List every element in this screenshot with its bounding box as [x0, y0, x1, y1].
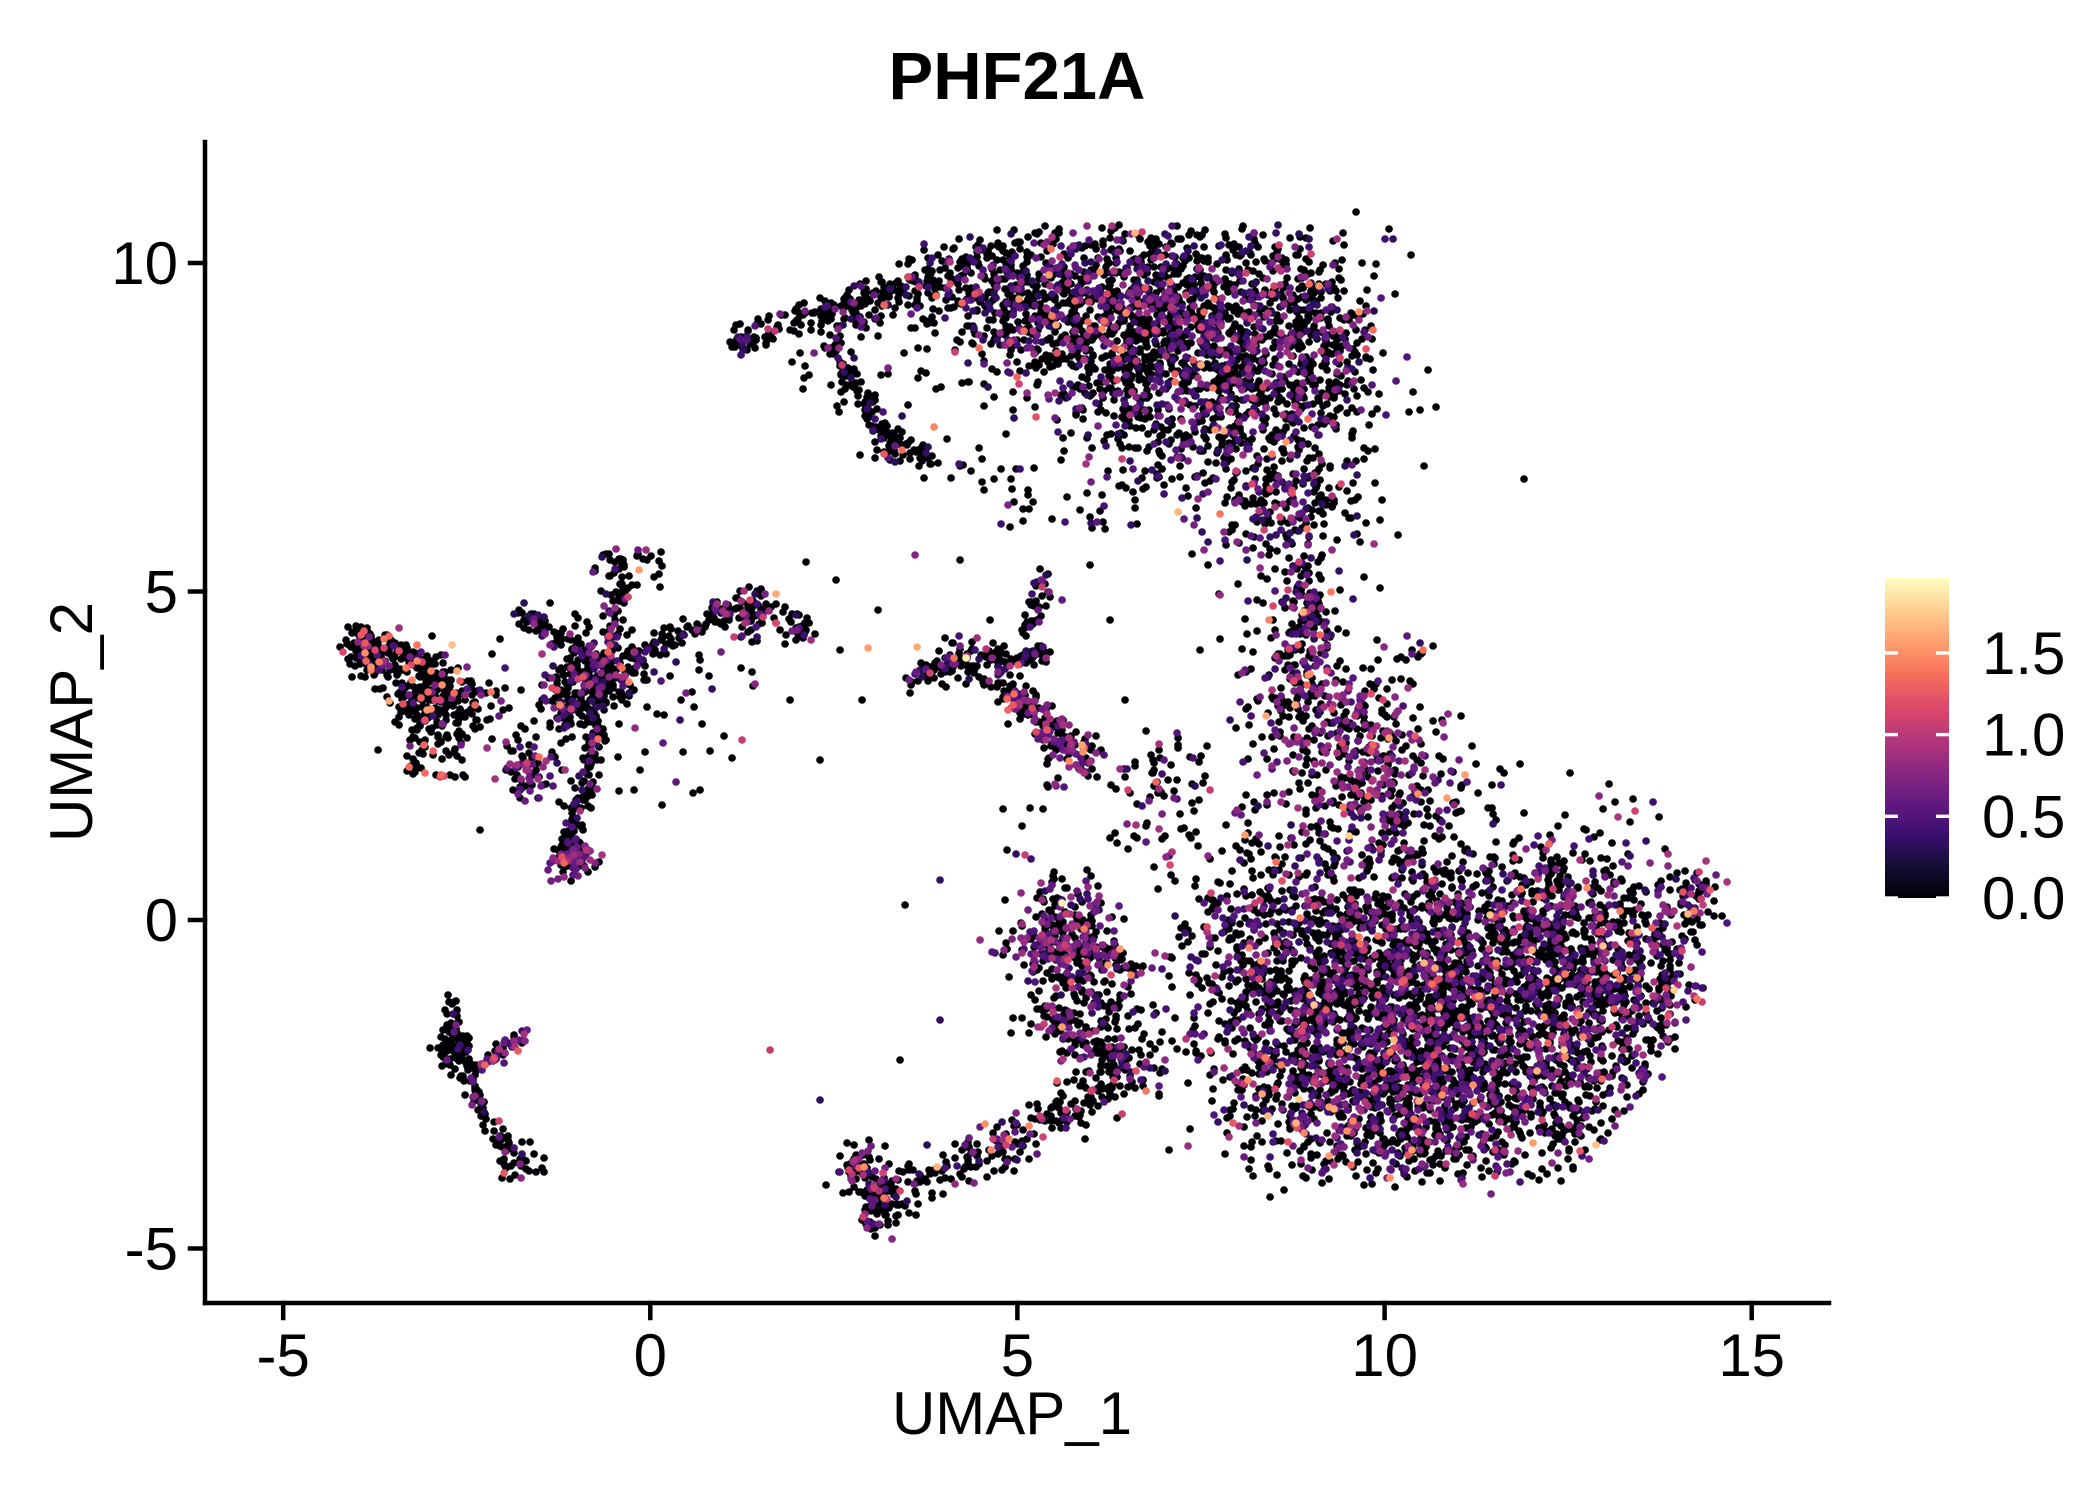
svg-text:UMAP_1: UMAP_1 [892, 1380, 1132, 1447]
svg-text:0: 0 [145, 887, 178, 954]
svg-text:PHF21A: PHF21A [889, 39, 1146, 114]
svg-text:0.5: 0.5 [1982, 783, 2065, 850]
svg-text:UMAP_2: UMAP_2 [38, 602, 105, 842]
svg-text:0: 0 [634, 1322, 667, 1389]
svg-text:-5: -5 [125, 1216, 178, 1283]
svg-text:0.0: 0.0 [1982, 865, 2065, 932]
svg-text:1.5: 1.5 [1982, 620, 2065, 687]
svg-text:5: 5 [1001, 1322, 1034, 1389]
svg-text:5: 5 [145, 559, 178, 626]
svg-text:10: 10 [1351, 1322, 1418, 1389]
svg-text:15: 15 [1718, 1322, 1785, 1389]
svg-text:10: 10 [111, 230, 178, 297]
svg-text:1.0: 1.0 [1982, 702, 2065, 769]
svg-text:-5: -5 [257, 1322, 310, 1389]
